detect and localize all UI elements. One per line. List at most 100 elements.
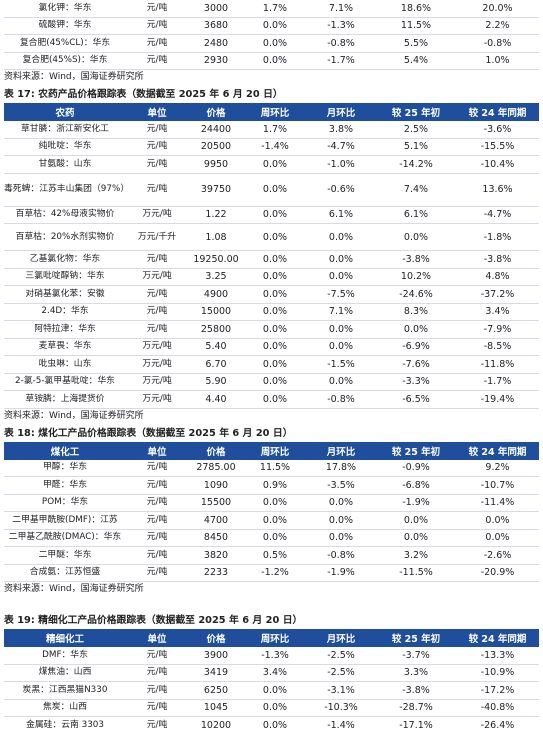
- table-row: 甲醇：华东 元/吨 2785.00 11.5% 17.8% -0.9% 9.2%: [4, 459, 539, 477]
- table-cell: -3.8%: [376, 250, 456, 269]
- table-cell: -2.5%: [306, 647, 376, 665]
- table-cell: 0.0%: [376, 511, 456, 530]
- table-cell: -1.7%: [456, 373, 539, 391]
- table-cell: 4700: [188, 511, 244, 530]
- table-cell: 0.0%: [456, 529, 539, 547]
- table-cell: -10.3%: [306, 699, 376, 717]
- table-row: 草铵膦：上海提货价 万元/吨 4.40 0.0% -0.8% -6.5% -19.4%: [4, 390, 539, 409]
- source-note: 资料来源：Wind，国海证券研究所: [4, 584, 144, 594]
- table-cell: 元/吨: [126, 664, 188, 682]
- table-cell: -19.4%: [456, 390, 539, 409]
- table-cell: 元/吨: [126, 138, 188, 156]
- header-cell: 价格: [188, 629, 244, 647]
- table-row: 二甲基乙酰胺(DMAC)：华东 元/吨 8450 0.0% 0.0% 0.0% 0.0%: [4, 529, 539, 547]
- table-cell: 1.7%: [244, 121, 306, 139]
- table-cell: 5.90: [188, 373, 244, 391]
- table-cell: 6.1%: [306, 206, 376, 224]
- table-title: 表 18: 煤化工产品价格跟踪表（数据截至 2025 年 6 月 20 日）: [4, 427, 293, 439]
- table-cell: 3.3%: [376, 664, 456, 682]
- table-cell: 5.1%: [376, 138, 456, 156]
- table-cell: 0.0%: [244, 681, 306, 700]
- header-cell: 较 25 年初: [376, 629, 456, 647]
- table-cell: 三氯吡啶醇钠：华东: [4, 268, 126, 286]
- header-row: 农药 单位 价格 周环比 月环比较 25 年初较 24 年同期: [4, 103, 539, 121]
- table-cell: -28.7%: [376, 699, 456, 717]
- table-cell: 合成氨：江苏恒盛: [4, 564, 126, 582]
- table-cell: 0.0%: [376, 529, 456, 547]
- table-title: 表 17: 农药产品价格跟踪表（数据截至 2025 年 6 月 20 日）: [4, 89, 283, 100]
- table-cell: -8.5%: [456, 338, 539, 356]
- table-row: 二甲基甲酰胺(DMF)：江苏 元/吨 4700 0.0% 0.0% 0.0% 0.0%: [4, 511, 539, 530]
- table-cell: 0.0%: [306, 494, 376, 512]
- table-cell: 39750: [188, 173, 244, 207]
- table-row: 金属硅：云南 3303 元/吨 10200 0.0% -1.4% -17.1% -26.4%: [4, 716, 539, 729]
- table-cell: 0.0%: [244, 206, 306, 224]
- table-cell: 3.25: [188, 268, 244, 286]
- table-cell: 0.5%: [244, 546, 306, 565]
- table-cell: 19250.00: [188, 250, 244, 269]
- header-cell: 周环比: [244, 441, 306, 460]
- table-cell: -1.4%: [306, 716, 376, 729]
- table-cell: 13.6%: [456, 173, 539, 207]
- table-cell: 0.0%: [306, 320, 376, 339]
- table-cell: 9.2%: [456, 459, 539, 477]
- header-cell: 单位: [126, 629, 188, 647]
- table-cell: 甲醛：华东: [4, 476, 126, 495]
- table-cell: -0.8%: [456, 34, 539, 53]
- table-cell: 1.08: [188, 223, 244, 251]
- table-cell: 0.0%: [244, 338, 306, 356]
- table-cell: -17.1%: [376, 716, 456, 729]
- table-cell: 3900: [188, 647, 244, 665]
- table-cell: 3.4%: [244, 664, 306, 682]
- table-cell: 0.0%: [244, 511, 306, 530]
- table-cell: 5.5%: [376, 34, 456, 53]
- table-cell: 3.8%: [306, 121, 376, 139]
- table-cell: -24.6%: [376, 285, 456, 304]
- table-row: 炭黑：江西黑猫N330 元/吨 6250 0.0% -3.1% -3.8% -17.2%: [4, 681, 539, 700]
- table-cell: 乙基氯化物：华东: [4, 250, 126, 269]
- table-cell: 20.0%: [456, 0, 539, 18]
- table-cell: -40.8%: [456, 699, 539, 717]
- table-cell: 毒死蜱：江苏丰山集团（97%）: [4, 173, 126, 207]
- table-cell: 复合肥(45%CL)：华东: [4, 34, 126, 53]
- table-cell: 元/吨: [126, 681, 188, 700]
- table-cell: -4.7%: [456, 206, 539, 224]
- table-cell: 元/吨: [126, 699, 188, 717]
- table-cell: 万元/吨: [126, 268, 188, 286]
- table-row: 甘氨酸：山东 元/吨 9950 0.0% -1.0% -14.2% -10.4%: [4, 155, 539, 174]
- table-cell: 焦炭：山西: [4, 699, 126, 717]
- table-cell: -1.0%: [306, 155, 376, 174]
- table-cell: 3.4%: [456, 303, 539, 321]
- table-cell: -17.2%: [456, 681, 539, 700]
- table-row: 乙基氯化物：华东 元/吨 19250.00 0.0% 0.0% -3.8% -3.8%: [4, 250, 539, 269]
- table-cell: 二甲醚：华东: [4, 546, 126, 565]
- table-cell: 4900: [188, 285, 244, 304]
- table-cell: 万元/吨: [126, 338, 188, 356]
- table-row: 百草枯：20%水剂实物价 万元/千升 1.08 0.0% 0.0% 0.0% -1.8%: [4, 223, 539, 251]
- table-cell: -6.8%: [376, 476, 456, 495]
- table-cell: -3.1%: [306, 681, 376, 700]
- header-cell: 较 25 年初: [376, 103, 456, 121]
- table-row: 复合肥(45%S)：华东 元/吨 2930 0.0% -1.7% 5.4% 1.0%: [4, 52, 539, 70]
- table-row: 二甲醚：华东 元/吨 3820 0.5% -0.8% 3.2% -2.6%: [4, 546, 539, 565]
- table-cell: 0.0%: [376, 223, 456, 251]
- table-cell: -1.3%: [306, 17, 376, 35]
- price-table: 煤化工 单位 价格 周环比 月环比较 25 年初较 24 年同期 甲醇：华东 元/吨 2785…: [4, 441, 539, 583]
- table-cell: 3680: [188, 17, 244, 35]
- header-cell: 单位: [126, 103, 188, 121]
- table-cell: 0.0%: [244, 250, 306, 269]
- table-cell: 3419: [188, 664, 244, 682]
- table-cell: 万元/吨: [126, 355, 188, 374]
- table-cell: 元/吨: [126, 716, 188, 729]
- table-cell: 1.0%: [456, 52, 539, 70]
- table-cell: -11.8%: [456, 355, 539, 374]
- table-cell: 4.40: [188, 390, 244, 409]
- table-cell: 4.8%: [456, 268, 539, 286]
- table-cell: 复合肥(45%S)：华东: [4, 52, 126, 70]
- table-cell: -15.5%: [456, 138, 539, 156]
- table-row: 吡虫啉：山东 万元/吨 6.70 0.0% -1.5% -7.6% -11.8%: [4, 355, 539, 374]
- table-cell: 7.4%: [376, 173, 456, 207]
- table-cell: 万元/千升: [126, 223, 188, 251]
- table-row: 硫酸钾：华东 元/吨 3680 0.0% -1.3% 11.5% 2.2%: [4, 17, 539, 35]
